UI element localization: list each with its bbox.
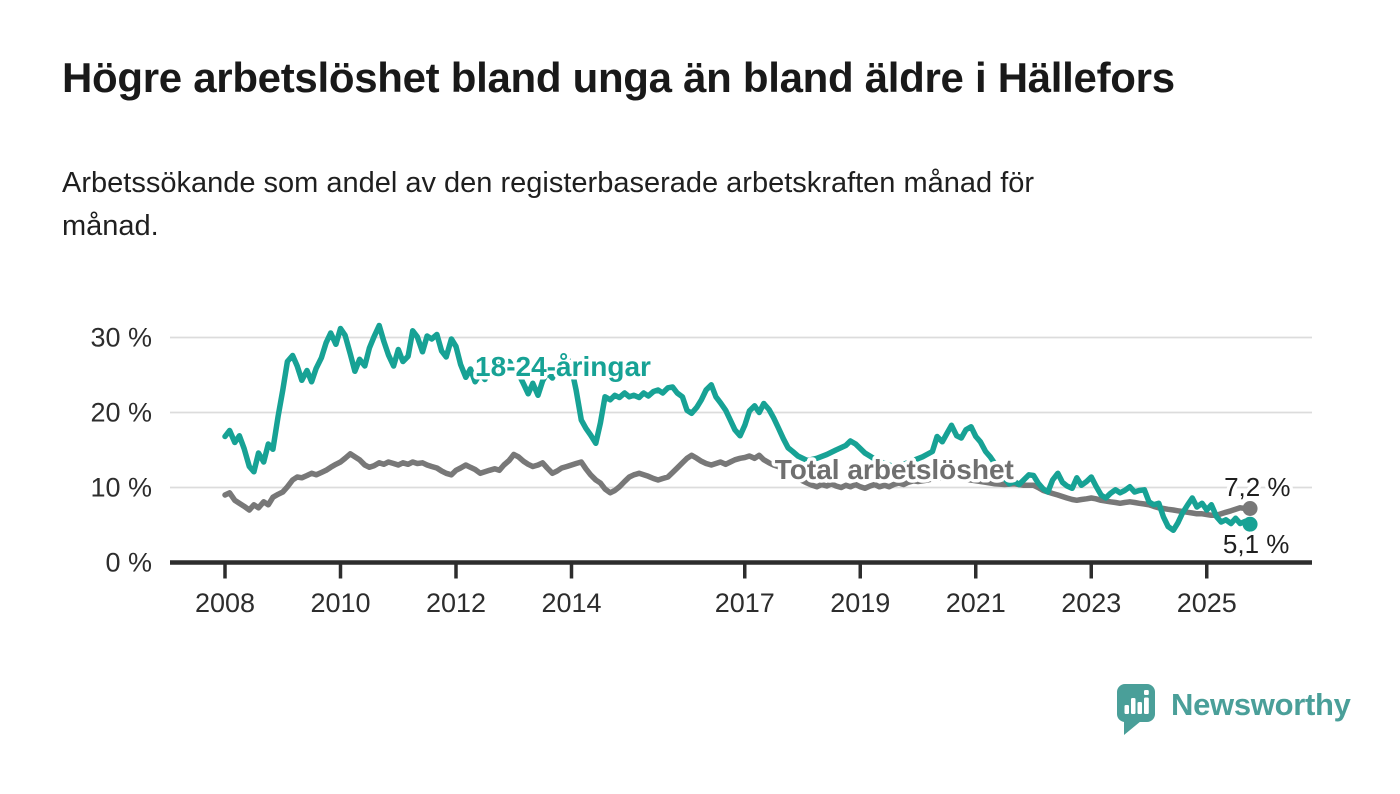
x-axis-tick-label: 2008 [195, 588, 255, 618]
chart-subtitle-line2: månad. [62, 210, 159, 242]
logo-bubble-tail [1124, 716, 1141, 735]
chart-subtitle: Arbetssökande som andel av den registerb… [62, 162, 1034, 248]
series-end-dot [1242, 516, 1258, 532]
x-axis-tick-label: 2025 [1177, 588, 1237, 618]
y-axis-tick-label: 20 % [90, 398, 152, 428]
series-line-young [222, 322, 1253, 534]
series-label: 7,2 % [1224, 472, 1291, 502]
bar-chart-icon [1124, 690, 1149, 714]
series-end-dot [1242, 501, 1258, 516]
y-axis-tick-label: 10 % [90, 473, 152, 503]
newsworthy-logo-icon [1117, 684, 1155, 735]
x-axis-tick-label: 2017 [715, 588, 775, 618]
series-label: 5,1 % [1223, 529, 1290, 559]
x-axis-tick-label: 2019 [830, 588, 890, 618]
y-axis-tick-label: 0 % [105, 548, 152, 578]
x-axis-tick-label: 2014 [541, 588, 601, 618]
x-axis-tick-label: 2021 [946, 588, 1006, 618]
chart-title: Högre arbetslöshet bland unga än bland ä… [62, 54, 1175, 101]
logo-bubble [1117, 684, 1155, 722]
brand-name: Newsworthy [1171, 687, 1351, 722]
x-axis-tick-label: 2012 [426, 588, 486, 618]
x-axis-tick-label: 2023 [1061, 588, 1121, 618]
chart-subtitle-line1: Arbetssökande som andel av den registerb… [62, 167, 1035, 199]
y-axis-tick-label: 30 % [90, 323, 152, 353]
series-label: Total arbetslöshet [775, 454, 1014, 485]
newsworthy-logo: Newsworthy [1116, 683, 1351, 737]
x-axis-tick-label: 2010 [310, 588, 370, 618]
series-label: 18-24-åringar [475, 351, 651, 382]
series-line-total [222, 451, 1253, 519]
